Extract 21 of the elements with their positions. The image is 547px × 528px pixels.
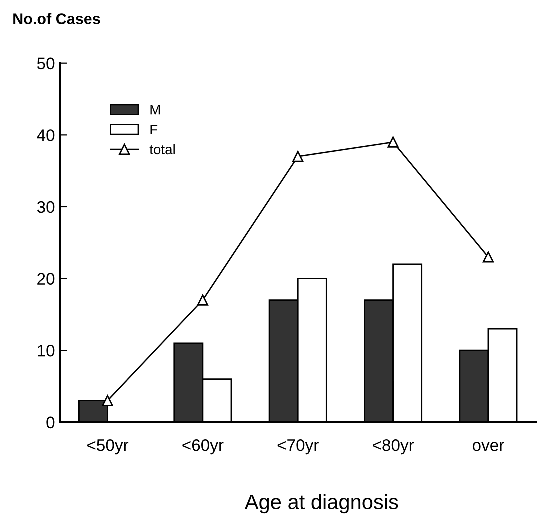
x-tick-label: <80yr [373,440,414,455]
x-tick-label: <60yr [182,440,224,455]
x-axis-title: Age at diagnosis [244,494,398,514]
point [482,252,494,263]
y-tick-label: 40 [37,130,55,142]
x-tick-label: over [472,442,504,452]
y-tick-label: 20 [38,273,55,285]
y-tick-label: 10 [38,344,55,357]
point [292,151,304,162]
x-tick-label: <50yr [88,440,129,455]
point [388,136,399,148]
legend-label: total [150,144,175,155]
y-tick-label: 50 [37,58,55,70]
legend-label: M [150,105,160,115]
y-axis-title: No.of Cases [14,13,100,24]
y-tick-label: 30 [37,201,55,214]
x-tick-label: <70yr [278,440,319,455]
y-tick-label: 0 [46,416,55,429]
point [197,294,208,306]
point [102,395,114,406]
legend-label: F [150,124,158,135]
